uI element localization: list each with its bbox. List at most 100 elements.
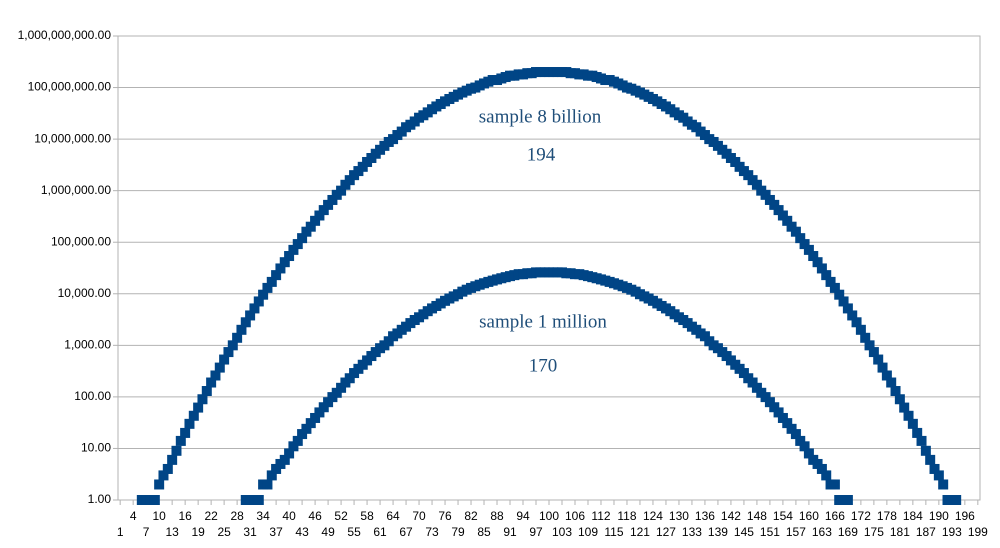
y-tick-label: 1,000.00 — [64, 338, 111, 352]
x-tick-label: 64 — [386, 509, 400, 523]
y-tick-label: 1.00 — [88, 492, 112, 506]
x-tick-label: 31 — [243, 525, 257, 539]
y-tick-label: 10,000.00 — [58, 286, 112, 300]
marker — [305, 418, 316, 429]
marker — [769, 199, 780, 210]
marker — [851, 317, 862, 328]
x-tick-label: 181 — [890, 525, 910, 539]
x-tick-label: 40 — [282, 509, 296, 523]
x-tick-label: 22 — [204, 509, 218, 523]
x-tick-label: 46 — [308, 509, 322, 523]
marker — [912, 427, 923, 438]
x-tick-label: 148 — [747, 509, 767, 523]
marker — [907, 418, 918, 429]
marker — [938, 479, 949, 490]
marker — [240, 317, 251, 328]
annotation: sample 1 million — [479, 311, 607, 332]
x-tick-label: 196 — [955, 509, 975, 523]
marker — [747, 377, 758, 388]
marker — [873, 354, 884, 365]
x-tick-label: 187 — [916, 525, 936, 539]
marker — [803, 244, 814, 255]
marker — [336, 185, 347, 196]
marker — [180, 427, 191, 438]
annotation: 194 — [527, 144, 556, 165]
x-tick-label: 115 — [604, 525, 623, 539]
marker — [829, 282, 840, 293]
marker — [812, 257, 823, 268]
marker — [210, 370, 221, 381]
marker — [288, 441, 299, 452]
marker — [284, 251, 295, 262]
x-tick-label: 94 — [516, 509, 530, 523]
marker — [799, 441, 810, 452]
marker — [855, 324, 866, 335]
x-tick-label: 112 — [591, 509, 610, 523]
x-tick-label: 25 — [217, 525, 231, 539]
x-tick-label: 109 — [578, 525, 598, 539]
marker — [834, 289, 845, 300]
marker — [262, 282, 273, 293]
x-tick-label: 166 — [825, 509, 845, 523]
marker — [344, 373, 355, 384]
marker — [214, 362, 225, 373]
marker — [297, 233, 308, 244]
marker — [916, 435, 927, 446]
x-tick-label: 175 — [864, 525, 884, 539]
x-tick-label: 82 — [464, 509, 478, 523]
marker — [825, 276, 836, 287]
x-tick-label: 172 — [851, 509, 871, 523]
x-tick-label: 67 — [399, 525, 413, 539]
marker — [829, 479, 840, 490]
x-tick-label: 52 — [334, 509, 348, 523]
marker — [154, 479, 165, 490]
marker — [158, 470, 169, 481]
x-tick-label: 10 — [152, 509, 166, 523]
marker — [223, 347, 234, 358]
marker — [305, 221, 316, 232]
marker — [253, 495, 264, 505]
marker — [782, 215, 793, 226]
marker — [227, 340, 238, 351]
marker — [201, 386, 212, 397]
x-tick-label: 13 — [165, 525, 179, 539]
x-tick-label: 85 — [477, 525, 491, 539]
y-tick-label: 100,000.00 — [51, 234, 111, 248]
marker — [769, 402, 780, 413]
marker — [310, 412, 321, 423]
marker — [894, 394, 905, 405]
x-tick-label: 142 — [721, 509, 741, 523]
y-tick-label: 10,000,000.00 — [34, 131, 111, 145]
x-tick-label: 106 — [565, 509, 585, 523]
marker — [773, 407, 784, 418]
marker — [310, 215, 321, 226]
marker — [838, 296, 849, 307]
x-tick-label: 133 — [682, 525, 702, 539]
marker — [271, 270, 282, 281]
marker — [279, 257, 290, 268]
x-tick-label: 157 — [786, 525, 806, 539]
marker — [868, 347, 879, 358]
marker — [149, 495, 160, 505]
marker — [782, 418, 793, 429]
marker — [197, 394, 208, 405]
y-tick-label: 100,000,000.00 — [28, 80, 112, 94]
marker — [920, 445, 931, 456]
marker — [816, 263, 827, 274]
marker — [847, 310, 858, 321]
marker — [786, 423, 797, 434]
marker — [318, 402, 329, 413]
marker — [899, 402, 910, 413]
marker — [232, 332, 243, 343]
annotation: sample 8 billion — [479, 106, 602, 127]
marker — [245, 310, 256, 321]
marker — [249, 303, 260, 314]
marker — [951, 495, 962, 505]
marker — [925, 454, 936, 465]
marker — [284, 448, 295, 459]
x-tick-label: 58 — [360, 509, 374, 523]
marker — [219, 354, 230, 365]
marker — [816, 463, 827, 474]
x-tick-label: 19 — [191, 525, 205, 539]
marker — [773, 205, 784, 216]
